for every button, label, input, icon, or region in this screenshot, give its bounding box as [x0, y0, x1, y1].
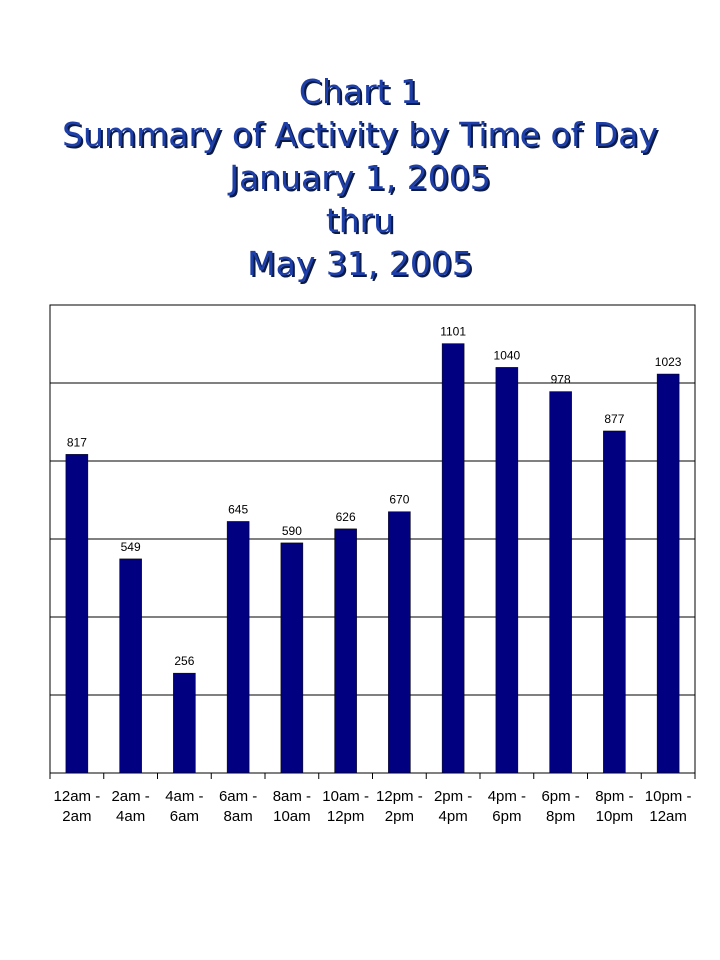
x-tick-label: 4pm -	[488, 788, 526, 805]
x-tick-label: 2pm -	[434, 788, 472, 805]
x-tick-label: 12pm -	[376, 788, 423, 805]
x-tick-label: 6am	[170, 808, 199, 825]
x-tick-label: 2am	[62, 808, 91, 825]
title-line-5: May 31, 2005	[247, 244, 473, 283]
data-label: 645	[228, 502, 248, 516]
x-tick-label: 10am	[273, 808, 311, 825]
bar	[495, 367, 519, 774]
title-line-1: Chart 1	[298, 72, 422, 111]
x-tick-label: 8am	[224, 808, 253, 825]
gridlines	[50, 382, 695, 696]
x-tick-label: 10am -	[322, 788, 369, 805]
x-tick-label: 4am	[116, 808, 145, 825]
data-label: 877	[604, 412, 624, 426]
bar	[280, 542, 304, 774]
bar	[65, 454, 89, 774]
x-tick-label: 12am	[649, 808, 687, 825]
data-label: 590	[282, 524, 302, 538]
bar	[173, 672, 196, 774]
data-label: 817	[67, 435, 87, 449]
x-tick-label: 4am -	[165, 788, 203, 805]
data-label: 626	[336, 510, 356, 524]
data-label: 1040	[494, 348, 521, 362]
data-label: 549	[121, 540, 141, 554]
bar	[119, 558, 142, 774]
x-axis-tick-labels: 12am - 2am 2am - 4am 4am - 6am 6am - 8am 8am - 10…	[54, 788, 692, 825]
data-label: 978	[551, 373, 571, 387]
x-tick-label: 8am -	[273, 788, 311, 805]
data-label: 256	[174, 654, 194, 668]
data-labels: 817 549 256 645 590 626 670 1101 1040 978 877 1023	[67, 325, 682, 669]
data-label: 1101	[440, 325, 466, 339]
x-tick-label: 2am -	[111, 788, 149, 805]
bar	[226, 521, 250, 774]
x-tick-label: 6pm -	[541, 788, 579, 805]
x-tick-label: 12am -	[54, 788, 101, 805]
title-line-3: January 1, 2005	[229, 158, 491, 197]
x-tick-label: 4pm	[439, 808, 468, 825]
chart-title: Chart 1 Summary of Activity by Time of D…	[0, 70, 720, 285]
title-line-2: Summary of Activity by Time of Day	[62, 115, 658, 154]
bar	[388, 511, 411, 774]
bar	[334, 528, 357, 774]
bar	[656, 373, 680, 774]
bars	[65, 343, 680, 774]
x-tick-label: 6am -	[219, 788, 257, 805]
bar	[549, 391, 572, 774]
x-tick-label: 8pm	[546, 808, 575, 825]
x-axis-ticks	[49, 773, 696, 779]
data-label: 1023	[655, 355, 682, 369]
bar	[603, 430, 626, 774]
bar	[441, 343, 465, 774]
x-tick-label: 10pm -	[645, 788, 692, 805]
x-tick-label: 6pm	[492, 808, 521, 825]
x-tick-label: 12pm	[327, 808, 365, 825]
x-tick-label: 2pm	[385, 808, 414, 825]
title-line-4: thru	[325, 201, 395, 240]
x-tick-label: 10pm	[596, 808, 634, 825]
x-tick-label: 8pm -	[595, 788, 633, 805]
data-label: 670	[389, 493, 409, 507]
